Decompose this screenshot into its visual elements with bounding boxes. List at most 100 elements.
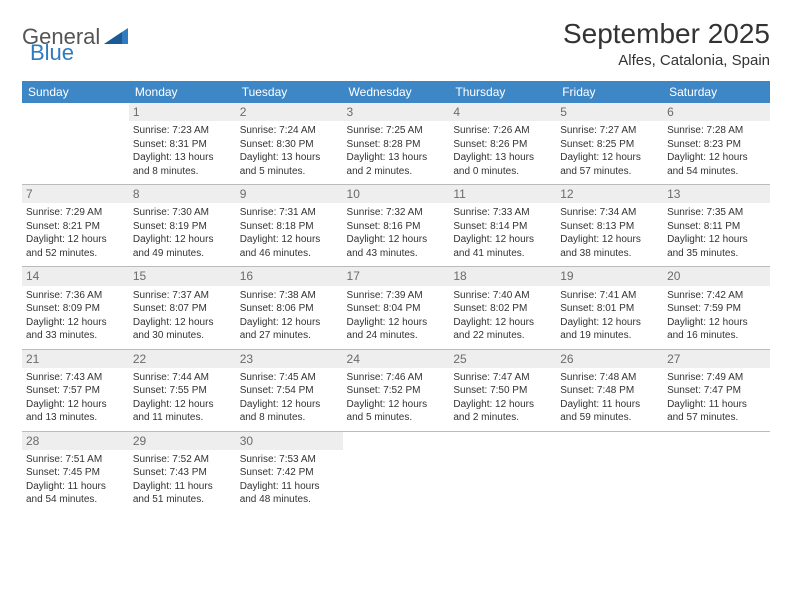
day-info-line: Sunrise: 7:52 AM: [133, 453, 232, 467]
day-info-line: Daylight: 12 hours and 38 minutes.: [560, 233, 659, 260]
calendar-day-cell: 1Sunrise: 7:23 AMSunset: 8:31 PMDaylight…: [129, 103, 236, 185]
day-info-line: Sunrise: 7:24 AM: [240, 124, 339, 138]
day-info-line: Sunset: 7:42 PM: [240, 466, 339, 480]
day-number: 7: [22, 185, 129, 203]
calendar-day-cell: 13Sunrise: 7:35 AMSunset: 8:11 PMDayligh…: [663, 185, 770, 267]
day-info-line: Daylight: 12 hours and 54 minutes.: [667, 151, 766, 178]
weekday-header: Wednesday: [343, 81, 450, 103]
calendar-day-cell: 4Sunrise: 7:26 AMSunset: 8:26 PMDaylight…: [449, 103, 556, 185]
day-info-line: Daylight: 11 hours and 59 minutes.: [560, 398, 659, 425]
logo-text-blue: Blue: [30, 40, 74, 66]
calendar-day-cell: 29Sunrise: 7:52 AMSunset: 7:43 PMDayligh…: [129, 431, 236, 513]
day-info-line: Daylight: 12 hours and 19 minutes.: [560, 316, 659, 343]
day-number: 3: [343, 103, 450, 121]
day-info-line: Sunset: 7:52 PM: [347, 384, 446, 398]
logo-blue-row: Blue: [30, 40, 74, 66]
day-info-line: Daylight: 12 hours and 49 minutes.: [133, 233, 232, 260]
day-info-line: Daylight: 12 hours and 43 minutes.: [347, 233, 446, 260]
weekday-header: Tuesday: [236, 81, 343, 103]
calendar-table: Sunday Monday Tuesday Wednesday Thursday…: [22, 81, 770, 513]
calendar-day-cell: 6 Sunrise: 7:28 AMSunset: 8:23 PMDaylight…: [663, 103, 770, 185]
day-number: 4: [449, 103, 556, 121]
calendar-day-cell: 24Sunrise: 7:46 AMSunset: 7:52 PMDayligh…: [343, 349, 450, 431]
day-info-line: Sunrise: 7:31 AM: [240, 206, 339, 220]
day-number: 5: [556, 103, 663, 121]
day-info-line: Sunset: 8:19 PM: [133, 220, 232, 234]
day-info-line: Daylight: 13 hours and 2 minutes.: [347, 151, 446, 178]
calendar-day-cell: [343, 431, 450, 513]
day-number: 10: [343, 185, 450, 203]
day-info-line: Sunrise: 7:38 AM: [240, 289, 339, 303]
day-info-line: Sunrise: 7:48 AM: [560, 371, 659, 385]
day-info-line: Sunrise: 7:51 AM: [26, 453, 125, 467]
weekday-header: Saturday: [663, 81, 770, 103]
calendar-day-cell: [663, 431, 770, 513]
calendar-day-cell: 17Sunrise: 7:39 AMSunset: 8:04 PMDayligh…: [343, 267, 450, 349]
day-info-line: Sunset: 7:45 PM: [26, 466, 125, 480]
day-info-line: Sunset: 8:28 PM: [347, 138, 446, 152]
day-info-line: Daylight: 12 hours and 57 minutes.: [560, 151, 659, 178]
day-info-line: Daylight: 13 hours and 8 minutes.: [133, 151, 232, 178]
calendar-day-cell: 16Sunrise: 7:38 AMSunset: 8:06 PMDayligh…: [236, 267, 343, 349]
day-number: 23: [236, 350, 343, 368]
day-info-line: Sunset: 8:11 PM: [667, 220, 766, 234]
day-info-line: Sunrise: 7:44 AM: [133, 371, 232, 385]
day-info-line: Sunset: 8:23 PM: [667, 138, 766, 152]
day-info-line: Daylight: 12 hours and 13 minutes.: [26, 398, 125, 425]
day-info-line: Sunrise: 7:25 AM: [347, 124, 446, 138]
calendar-day-cell: 11Sunrise: 7:33 AMSunset: 8:14 PMDayligh…: [449, 185, 556, 267]
day-number: 21: [22, 350, 129, 368]
day-info-line: Sunset: 8:02 PM: [453, 302, 552, 316]
day-info-line: Sunrise: 7:27 AM: [560, 124, 659, 138]
day-info-line: Sunset: 7:54 PM: [240, 384, 339, 398]
day-info-line: Sunset: 8:06 PM: [240, 302, 339, 316]
month-title: September 2025: [563, 18, 770, 50]
day-number: 20: [663, 267, 770, 285]
day-info-line: Sunrise: 7:32 AM: [347, 206, 446, 220]
day-info-line: Sunset: 8:25 PM: [560, 138, 659, 152]
calendar-day-cell: 12Sunrise: 7:34 AMSunset: 8:13 PMDayligh…: [556, 185, 663, 267]
day-number: 6: [663, 103, 770, 121]
day-info-line: Sunset: 8:09 PM: [26, 302, 125, 316]
day-number: 19: [556, 267, 663, 285]
day-info-line: Sunrise: 7:43 AM: [26, 371, 125, 385]
title-block: September 2025 Alfes, Catalonia, Spain: [563, 18, 770, 69]
day-info-line: Sunset: 8:30 PM: [240, 138, 339, 152]
calendar-week-row: 14Sunrise: 7:36 AMSunset: 8:09 PMDayligh…: [22, 267, 770, 349]
calendar-day-cell: 23Sunrise: 7:45 AMSunset: 7:54 PMDayligh…: [236, 349, 343, 431]
day-info-line: Sunset: 7:57 PM: [26, 384, 125, 398]
calendar-day-cell: 10Sunrise: 7:32 AMSunset: 8:16 PMDayligh…: [343, 185, 450, 267]
calendar-day-cell: 26Sunrise: 7:48 AMSunset: 7:48 PMDayligh…: [556, 349, 663, 431]
day-info-line: Sunset: 8:21 PM: [26, 220, 125, 234]
day-info-line: Sunset: 7:50 PM: [453, 384, 552, 398]
day-info-line: Sunset: 7:43 PM: [133, 466, 232, 480]
calendar-day-cell: 25Sunrise: 7:47 AMSunset: 7:50 PMDayligh…: [449, 349, 556, 431]
calendar-day-cell: 9Sunrise: 7:31 AMSunset: 8:18 PMDaylight…: [236, 185, 343, 267]
day-info-line: Daylight: 12 hours and 46 minutes.: [240, 233, 339, 260]
calendar-day-cell: 7Sunrise: 7:29 AMSunset: 8:21 PMDaylight…: [22, 185, 129, 267]
day-number: 30: [236, 432, 343, 450]
calendar-day-cell: 14Sunrise: 7:36 AMSunset: 8:09 PMDayligh…: [22, 267, 129, 349]
calendar-week-row: 28Sunrise: 7:51 AMSunset: 7:45 PMDayligh…: [22, 431, 770, 513]
day-number: 1: [129, 103, 236, 121]
calendar-day-cell: [556, 431, 663, 513]
calendar-day-cell: 30Sunrise: 7:53 AMSunset: 7:42 PMDayligh…: [236, 431, 343, 513]
calendar-day-cell: [449, 431, 556, 513]
day-info-line: Daylight: 12 hours and 5 minutes.: [347, 398, 446, 425]
calendar-day-cell: 28Sunrise: 7:51 AMSunset: 7:45 PMDayligh…: [22, 431, 129, 513]
day-info-line: Sunrise: 7:37 AM: [133, 289, 232, 303]
day-info-line: Daylight: 13 hours and 5 minutes.: [240, 151, 339, 178]
day-info-line: Sunset: 8:18 PM: [240, 220, 339, 234]
day-number: 22: [129, 350, 236, 368]
day-info-line: Sunset: 8:04 PM: [347, 302, 446, 316]
day-info-line: Daylight: 12 hours and 16 minutes.: [667, 316, 766, 343]
calendar-day-cell: 27Sunrise: 7:49 AMSunset: 7:47 PMDayligh…: [663, 349, 770, 431]
day-info-line: Daylight: 12 hours and 35 minutes.: [667, 233, 766, 260]
day-info-line: Sunset: 8:13 PM: [560, 220, 659, 234]
day-info-line: Sunrise: 7:28 AM: [667, 124, 766, 138]
day-info-line: Sunrise: 7:46 AM: [347, 371, 446, 385]
day-info-line: Daylight: 12 hours and 2 minutes.: [453, 398, 552, 425]
day-info-line: Daylight: 11 hours and 48 minutes.: [240, 480, 339, 507]
day-info-line: Sunrise: 7:36 AM: [26, 289, 125, 303]
weekday-header: Thursday: [449, 81, 556, 103]
